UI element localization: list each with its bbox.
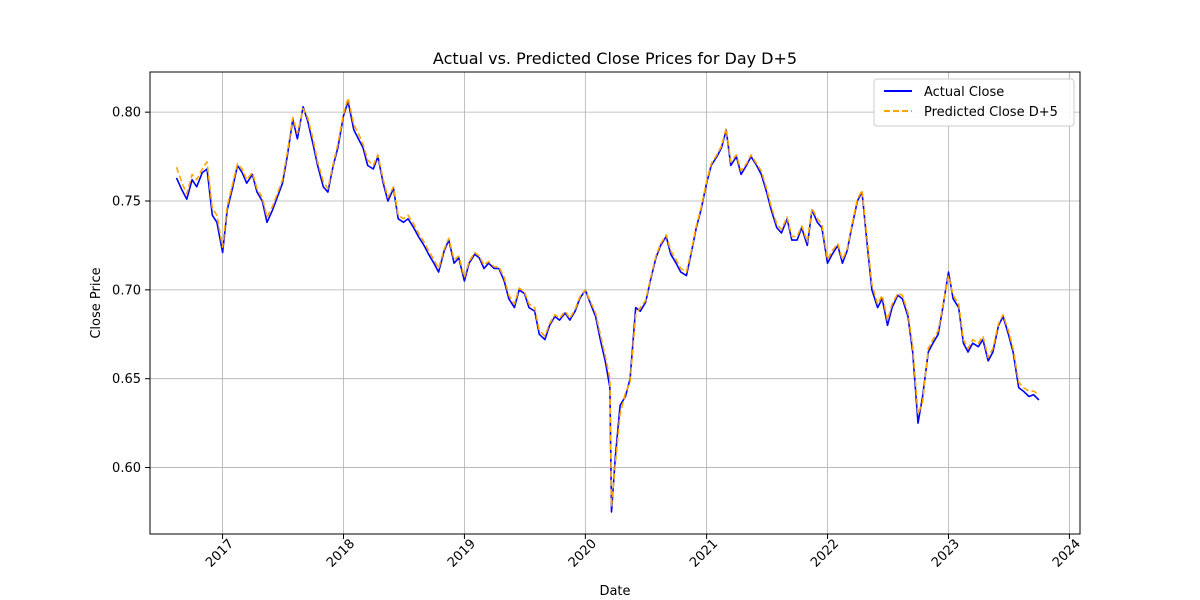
x-axis-label: Date <box>599 584 630 599</box>
legend-label-predicted: Predicted Close D+5 <box>924 105 1058 120</box>
y-tick-label: 0.70 <box>112 283 141 298</box>
series-group <box>175 97 1040 513</box>
y-tick-label: 0.65 <box>112 372 141 387</box>
y-tick-label: 0.80 <box>112 106 141 121</box>
legend-label-actual: Actual Close <box>924 85 1004 100</box>
legend: Actual Close Predicted Close D+5 <box>873 78 1075 127</box>
y-tick-label: 0.75 <box>112 195 141 210</box>
series-actual-close-line <box>175 100 1040 513</box>
legend-box <box>873 78 1075 127</box>
y-axis: 0.60 0.65 0.70 0.75 0.80 <box>112 106 150 476</box>
y-axis-label: Close Price <box>89 267 104 338</box>
plot-frame <box>149 71 1081 535</box>
chart-title: Actual vs. Predicted Close Prices for Da… <box>433 49 797 68</box>
y-tick-label: 0.60 <box>112 461 141 476</box>
